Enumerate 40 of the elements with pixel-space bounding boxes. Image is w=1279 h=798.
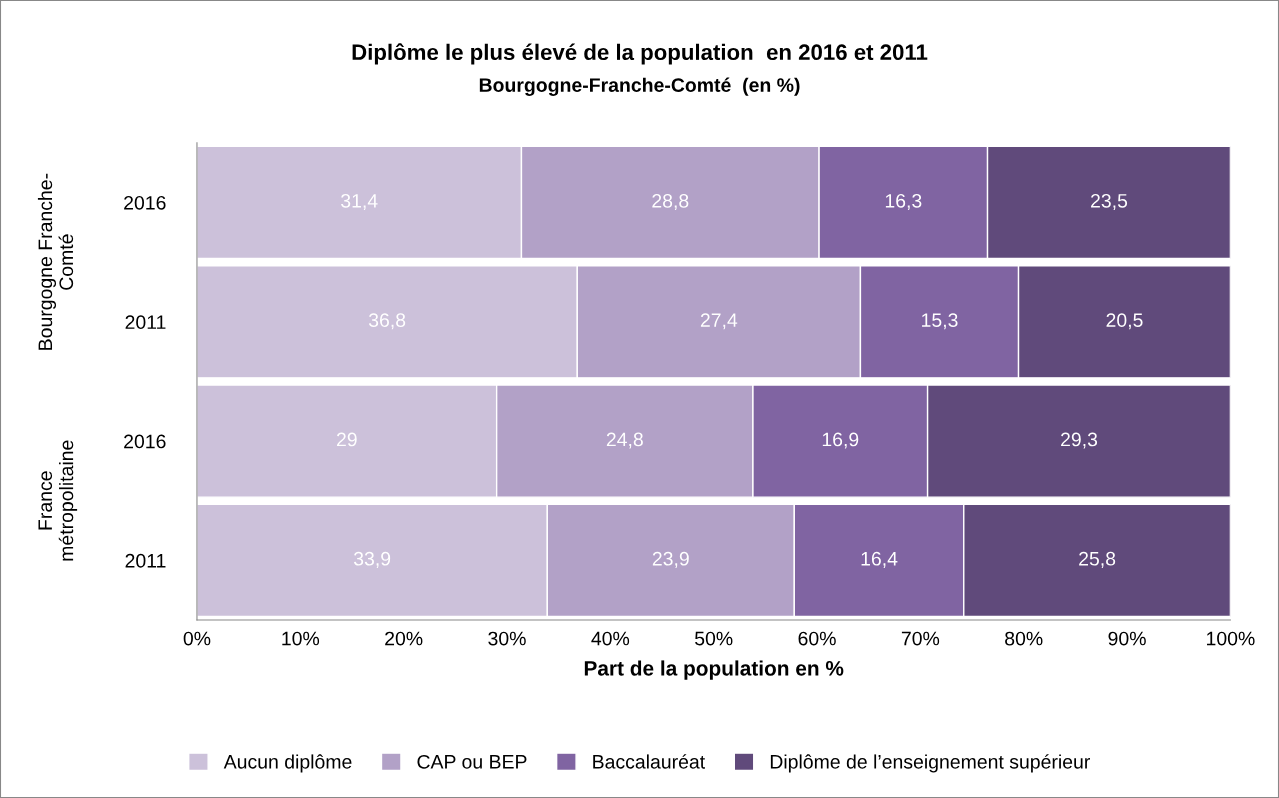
text: Bourgogne Franche- Comté	[37, 173, 74, 350]
data-label: 36,8	[368, 313, 406, 330]
data-label: 15,3	[922, 313, 958, 330]
y-tick-label: 2016	[124, 195, 166, 210]
x-tick-label: 90%	[1108, 631, 1146, 646]
data-label: 29,3	[1061, 432, 1098, 449]
text: France métropolitaine	[38, 440, 78, 561]
x-tick-label: 50%	[695, 631, 733, 646]
x-tick-label: 100%	[1207, 631, 1255, 646]
x-tick-label: 30%	[488, 631, 526, 646]
x-tick-label: 80%	[1005, 631, 1043, 646]
data-label: 28,8	[652, 193, 689, 211]
x-tick-label: 40%	[591, 631, 630, 646]
data-label: 27,4	[700, 313, 738, 330]
y-tick-label: 2016	[124, 434, 166, 449]
x-tick-label: 20%	[385, 631, 423, 646]
legend-label: Aucun diplôme	[223, 754, 352, 773]
data-label: 29	[336, 432, 357, 447]
x-axis-title: Part de la population en %	[584, 660, 844, 680]
x-tick-label: 70%	[901, 631, 940, 646]
data-label: 25,8	[1079, 551, 1116, 568]
data-label: 16,3	[885, 193, 922, 211]
data-label: 16,4	[861, 551, 898, 568]
legend-label: Diplôme de l’enseignement supérieur	[770, 754, 1090, 773]
data-label: 23,5	[1091, 193, 1128, 211]
data-label: 33,9	[353, 551, 391, 568]
x-tick-label: 0%	[183, 631, 211, 646]
legend-label: CAP ou BEP	[417, 754, 527, 769]
data-label: 24,8	[606, 432, 643, 449]
data-label: 16,9	[822, 432, 859, 449]
legend-label: Baccalauréat	[593, 754, 705, 769]
y-tick-label: 2011	[125, 553, 166, 568]
x-tick-label: 60%	[798, 631, 836, 646]
data-label: 31,4	[341, 193, 378, 211]
y-tick-label: 2011	[125, 315, 166, 330]
chart-title: Diplôme le plus élevé de la population en 2016 et 2011	[352, 43, 928, 65]
chart-subtitle: Bourgogne-Franche-Comté (en %)	[479, 77, 800, 96]
x-tick-label: 10%	[282, 631, 320, 646]
data-label: 23,9	[652, 551, 689, 568]
data-label: 20,5	[1106, 313, 1143, 330]
